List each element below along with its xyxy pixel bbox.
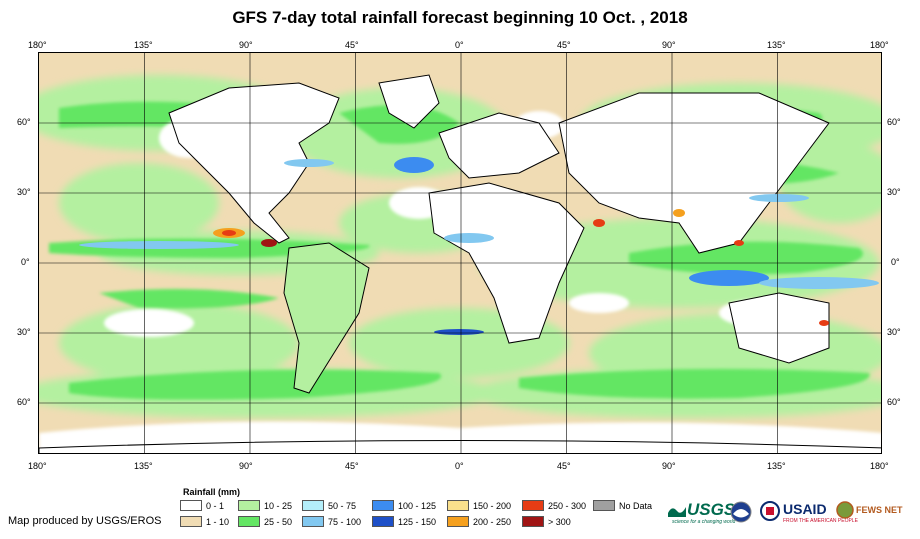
lat-label-right: 60° bbox=[887, 117, 901, 127]
credit-text: Map produced by USGS/EROS bbox=[8, 515, 162, 527]
legend-swatch bbox=[447, 500, 469, 511]
australia bbox=[728, 292, 830, 364]
lon-label-bottom: 135° bbox=[767, 461, 786, 471]
usgs-tagline: science for a changing world bbox=[672, 519, 736, 525]
legend-item: No Data bbox=[593, 500, 652, 511]
lon-label-bottom: 90° bbox=[662, 461, 676, 471]
legend-item: 10 - 25 bbox=[238, 500, 292, 511]
lat-label-left: 30° bbox=[17, 327, 31, 337]
lat-label-left: 30° bbox=[17, 187, 31, 197]
legend-item: 0 - 1 bbox=[180, 500, 224, 511]
legend-swatch bbox=[372, 500, 394, 511]
legend-label: > 300 bbox=[548, 516, 571, 527]
fews-net-logo: FEWS NET bbox=[836, 501, 903, 519]
greenland bbox=[378, 74, 440, 129]
south-america bbox=[283, 242, 370, 394]
legend-item: 200 - 250 bbox=[447, 516, 511, 527]
legend-label: 200 - 250 bbox=[473, 516, 512, 527]
lon-label-bottom: 90° bbox=[239, 461, 253, 471]
fews-net-wordmark: FEWS NET bbox=[856, 505, 903, 515]
europe bbox=[438, 112, 560, 179]
legend-swatch bbox=[522, 516, 544, 527]
lon-label-bottom: 180° bbox=[870, 461, 889, 471]
lon-label-top: 45° bbox=[557, 40, 571, 50]
fews-globe-icon bbox=[836, 501, 854, 519]
usaid-seal-icon bbox=[760, 501, 780, 521]
legend-item: 100 - 125 bbox=[372, 500, 436, 511]
lon-label-top: 135° bbox=[767, 40, 786, 50]
lon-label-top: 45° bbox=[345, 40, 359, 50]
legend-swatch bbox=[302, 500, 324, 511]
legend-swatch bbox=[180, 516, 202, 527]
legend-label: 100 - 125 bbox=[398, 500, 437, 511]
lon-label-top: 0° bbox=[455, 40, 464, 50]
legend-item: 1 - 10 bbox=[180, 516, 229, 527]
legend-swatch bbox=[522, 500, 544, 511]
noaa-emblem-icon bbox=[730, 501, 752, 523]
rainfall-map-svg bbox=[39, 53, 881, 453]
lon-label-bottom: 45° bbox=[557, 461, 571, 471]
lon-label-top: 180° bbox=[870, 40, 889, 50]
legend-label: 1 - 10 bbox=[206, 516, 230, 527]
legend-swatch bbox=[180, 500, 202, 511]
legend-label: 0 - 1 bbox=[206, 500, 225, 511]
lon-label-top: 90° bbox=[239, 40, 253, 50]
usgs-wave-icon bbox=[668, 507, 686, 517]
lon-label-top: 90° bbox=[662, 40, 676, 50]
map-title: GFS 7-day total rainfall forecast beginn… bbox=[232, 8, 688, 27]
lon-label-bottom: 45° bbox=[345, 461, 359, 471]
legend-swatch bbox=[302, 516, 324, 527]
lat-label-right: 30° bbox=[887, 187, 901, 197]
rainfall-map bbox=[38, 52, 882, 454]
legend-label: 75 - 100 bbox=[328, 516, 362, 527]
legend-swatch bbox=[238, 500, 260, 511]
legend-title: Rainfall (mm) bbox=[183, 487, 241, 497]
legend-swatch bbox=[372, 516, 394, 527]
legend-item: 250 - 300 bbox=[522, 500, 586, 511]
lat-label-right: 0° bbox=[891, 257, 900, 267]
usgs-wordmark: USGS bbox=[687, 500, 736, 519]
legend-item: 25 - 50 bbox=[238, 516, 292, 527]
legend-item: 50 - 75 bbox=[302, 500, 356, 511]
legend-label: 150 - 200 bbox=[473, 500, 512, 511]
lat-label-left: 60° bbox=[17, 397, 31, 407]
lon-label-bottom: 0° bbox=[455, 461, 464, 471]
legend-item: 150 - 200 bbox=[447, 500, 511, 511]
legend-label: 25 - 50 bbox=[264, 516, 293, 527]
lon-label-top: 135° bbox=[134, 40, 153, 50]
usaid-tagline: FROM THE AMERICAN PEOPLE bbox=[783, 518, 858, 524]
legend-item: 125 - 150 bbox=[372, 516, 436, 527]
legend-label: 50 - 75 bbox=[328, 500, 357, 511]
lat-label-left: 0° bbox=[21, 257, 30, 267]
lon-label-top: 180° bbox=[28, 40, 47, 50]
legend-swatch bbox=[593, 500, 615, 511]
antarctica bbox=[39, 440, 881, 453]
legend-label: 250 - 300 bbox=[548, 500, 587, 511]
lon-label-bottom: 135° bbox=[134, 461, 153, 471]
lat-label-left: 60° bbox=[17, 117, 31, 127]
legend-label: 10 - 25 bbox=[264, 500, 293, 511]
lat-label-right: 30° bbox=[887, 327, 901, 337]
legend-label: No Data bbox=[619, 500, 653, 511]
legend-swatch bbox=[447, 516, 469, 527]
graticule bbox=[39, 53, 881, 453]
lon-label-bottom: 180° bbox=[28, 461, 47, 471]
lat-label-right: 60° bbox=[887, 397, 901, 407]
rain-extreme-areas bbox=[213, 209, 829, 326]
usgs-logo: USGS bbox=[668, 500, 735, 520]
legend-label: 125 - 150 bbox=[398, 516, 437, 527]
legend-item: 75 - 100 bbox=[302, 516, 361, 527]
usaid-logo bbox=[760, 501, 780, 526]
noaa-logo bbox=[730, 501, 752, 528]
rain-heavy-areas bbox=[79, 157, 879, 335]
legend-item: > 300 bbox=[522, 516, 571, 527]
usaid-wordmark: USAID bbox=[783, 501, 827, 517]
legend-swatch bbox=[238, 516, 260, 527]
